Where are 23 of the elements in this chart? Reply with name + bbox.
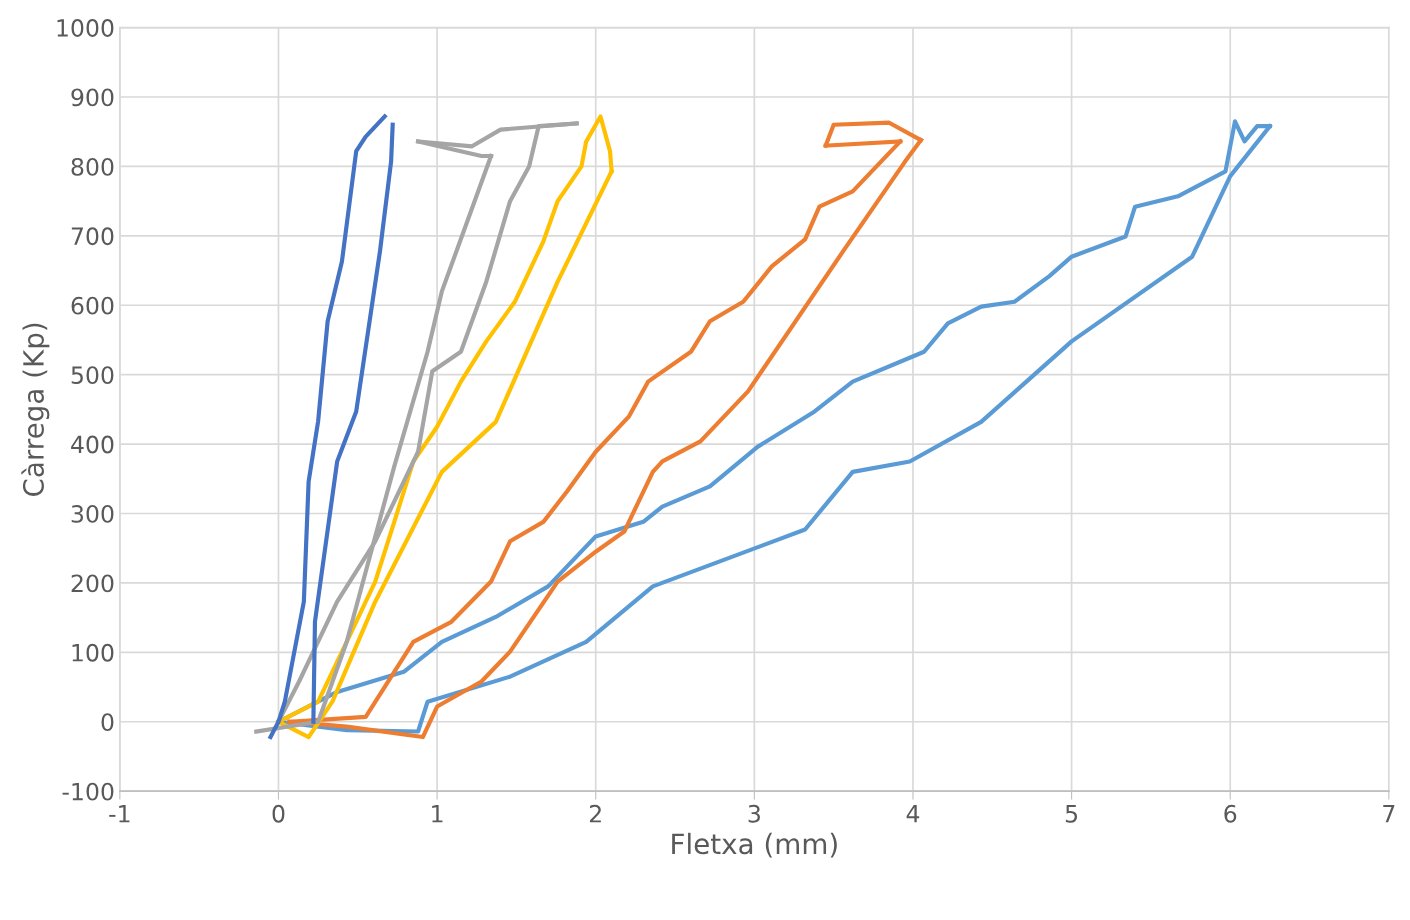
x-tick-label: 2 — [589, 804, 601, 823]
y-tick-label: -100 — [62, 782, 114, 801]
x-tick-label: 5 — [1065, 805, 1078, 823]
y-tick-label: 0 — [101, 713, 114, 732]
y-tick-label: 800 — [71, 157, 114, 176]
y-tick-label: 300 — [71, 504, 114, 523]
x-tick-label: 1 — [432, 805, 443, 823]
x-tick-label: 6 — [1224, 804, 1237, 823]
x-tick-label: -1 — [109, 805, 130, 823]
x-tick-label: 3 — [748, 804, 760, 823]
y-tick-label: 400 — [71, 435, 114, 454]
y-tick-label: 600 — [71, 296, 114, 315]
x-tick-label: 0 — [272, 804, 285, 823]
y-tick-label: 500 — [71, 366, 114, 384]
x-axis-title: Fletxa (mm) — [672, 832, 837, 858]
y-tick-label: 700 — [71, 227, 114, 246]
x-tick-label: 4 — [906, 805, 920, 823]
y-tick-label: 1000 — [57, 19, 114, 37]
y-tick-label: 900 — [71, 88, 114, 107]
y-axis-title: Càrrega (Kp) — [21, 323, 50, 496]
y-tick-label: 200 — [71, 574, 114, 593]
y-tick-label: 100 — [72, 643, 114, 662]
x-tick-label: 7 — [1383, 805, 1395, 823]
